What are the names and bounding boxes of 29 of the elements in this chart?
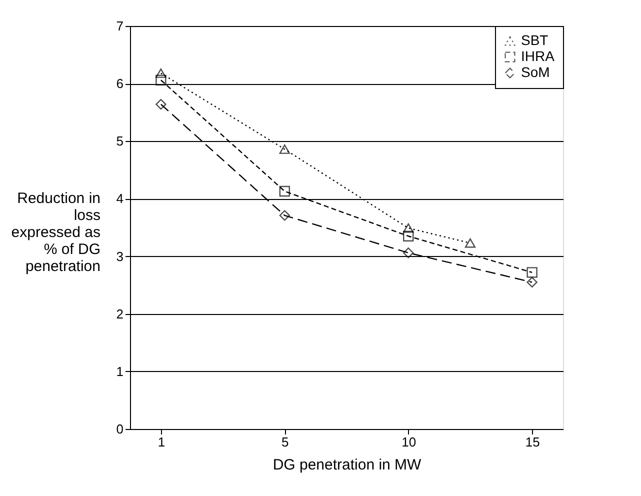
y-tick-label: 6 xyxy=(116,76,124,92)
y-tick-label: 1 xyxy=(116,364,124,379)
x-tick-label: 5 xyxy=(282,434,289,450)
y-tick-label: 0 xyxy=(116,422,124,436)
y-tick-label: 5 xyxy=(116,134,124,149)
y-tick-label: 3 xyxy=(116,248,124,264)
point xyxy=(403,247,414,258)
point xyxy=(156,74,166,86)
x-axis-title: DG penetration in MW xyxy=(272,456,422,474)
x-tick-label: 15 xyxy=(525,434,540,450)
x-tick-label: 10 xyxy=(402,434,416,450)
point xyxy=(279,186,290,197)
y-tick-label: 7 xyxy=(116,18,124,34)
point xyxy=(279,144,290,154)
point xyxy=(156,68,166,78)
x-tick-label: 1 xyxy=(158,434,166,450)
point xyxy=(403,230,414,242)
point xyxy=(464,238,476,248)
legend-label: IHRA xyxy=(521,48,556,64)
y-tick-label: 4 xyxy=(116,191,124,206)
y-axis-title: Reduction in loss expressed as % of DG penetration xyxy=(11,190,100,275)
y-tick-label: 2 xyxy=(116,306,124,322)
point xyxy=(279,210,290,221)
point xyxy=(526,276,538,288)
legend-label: SBT xyxy=(521,32,549,48)
point xyxy=(156,98,166,110)
point xyxy=(403,223,414,233)
point xyxy=(526,267,538,278)
legend-label: SoM xyxy=(521,64,550,80)
